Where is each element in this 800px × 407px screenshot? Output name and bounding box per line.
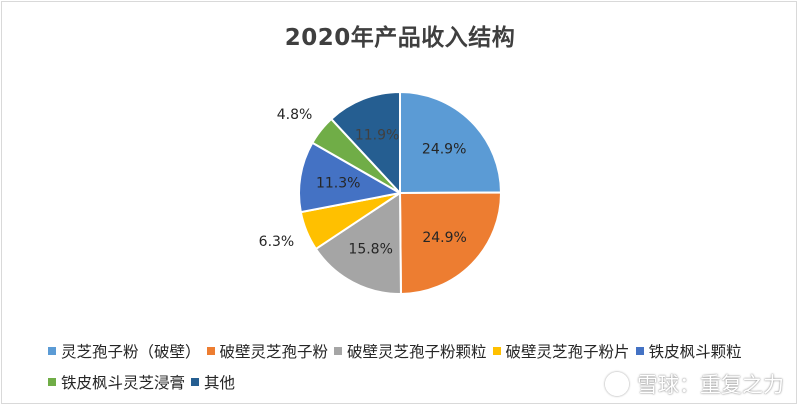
legend-item: 其他 [191,371,235,393]
pie-slice [314,191,402,295]
data-label: 24.9% [422,142,466,158]
legend: 灵芝孢子粉（破壁） 破壁灵芝孢子粉 破壁灵芝孢子粉颗粒 破壁灵芝孢子粉片 铁皮枫斗颗粒铁… [48,340,788,393]
legend-item: 破壁灵芝孢子粉颗粒 [334,340,487,362]
data-label: 24.9% [422,230,466,246]
legend-item: 破壁灵芝孢子粉片 [492,340,630,362]
legend-label: 其他 [204,374,236,392]
data-label: 11.9% [355,128,399,144]
legend-item: 铁皮枫斗颗粒 [635,340,742,362]
legend-item: 铁皮枫斗灵芝浸膏 [48,371,185,393]
legend-swatch [191,378,200,386]
pie-slice [398,191,502,296]
legend-label: 破壁灵芝孢子粉 [219,343,329,361]
pie-slice [399,90,503,195]
legend-swatch [334,347,343,355]
data-label: 4.8% [277,107,313,123]
chart-title: 2020年产品收入结构 [284,25,516,51]
data-label: 11.3% [316,176,360,192]
legend-item: 破壁灵芝孢子粉 [206,340,329,362]
legend-label: 灵芝孢子粉（破壁） [61,343,201,361]
legend-swatch [48,378,56,386]
legend-swatch [492,347,501,355]
pie-slice [329,90,401,196]
legend-swatch [48,347,56,355]
legend-label: 破壁灵芝孢子粉颗粒 [347,343,487,361]
snowball-logo-icon [605,372,629,396]
watermark-text: 雪球：重复之力 [637,373,784,397]
legend-swatch [635,347,644,355]
pie-slice [298,141,403,214]
legend-label: 铁皮枫斗颗粒 [648,343,742,361]
legend-label: 铁皮枫斗灵芝浸膏 [61,374,186,392]
legend-label: 破壁灵芝孢子粉片 [505,343,630,361]
watermark: 雪球：重复之力 [605,369,784,399]
data-label: 15.8% [348,241,392,257]
legend-item: 灵芝孢子粉（破壁） [48,340,201,362]
legend-swatch [206,347,215,355]
data-label: 6.3% [259,234,295,250]
